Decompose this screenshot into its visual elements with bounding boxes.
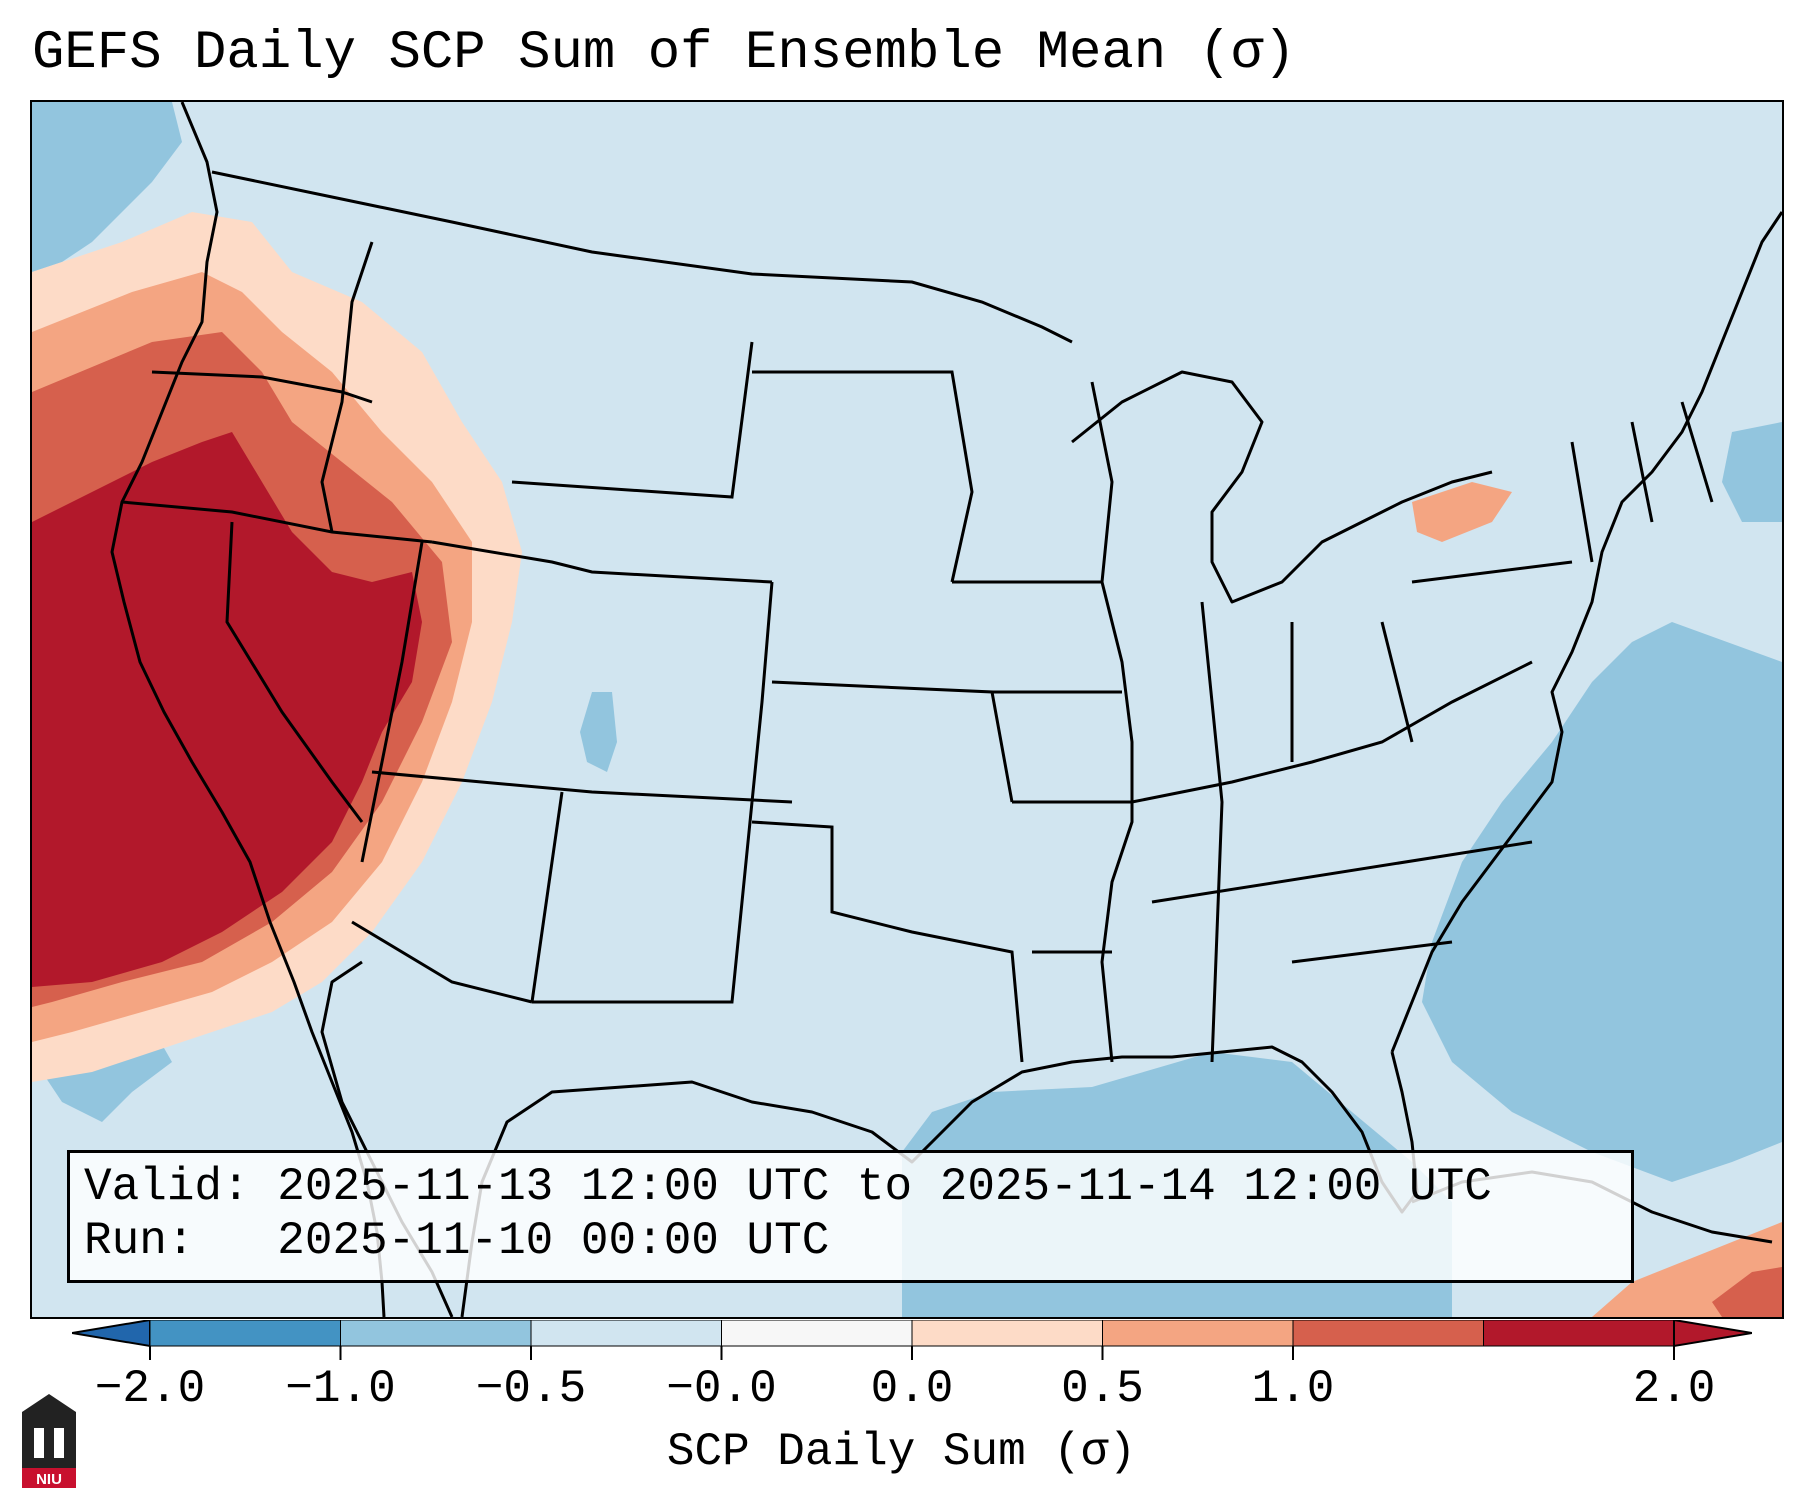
colorbar-segment bbox=[530, 1320, 722, 1347]
map-canvas bbox=[32, 102, 1782, 1317]
colorbar-extend-low bbox=[72, 1320, 151, 1348]
logo-banner bbox=[22, 1468, 76, 1488]
mt-wy-border bbox=[511, 341, 754, 499]
four-corners-border bbox=[371, 770, 793, 804]
atlantic-blue-patch-ne bbox=[1722, 422, 1782, 522]
colorbar-tick-label: 0.0 bbox=[870, 1363, 954, 1415]
dakota-border bbox=[752, 370, 974, 583]
ut-co-border bbox=[431, 540, 773, 584]
caribbean-anomaly-strong bbox=[1712, 1267, 1782, 1317]
east-states bbox=[1151, 560, 1573, 1063]
canada-border bbox=[211, 170, 1073, 344]
run-time-text: Run: 2025-11-10 00:00 UTC bbox=[84, 1215, 830, 1267]
logo-tower bbox=[22, 1412, 76, 1470]
colorbar-segment bbox=[340, 1320, 532, 1347]
colorbar bbox=[72, 1320, 1752, 1360]
colorado-blue-patch bbox=[580, 692, 617, 772]
colorbar-segment bbox=[149, 1320, 341, 1347]
new-england bbox=[1570, 401, 1714, 563]
or-ca-nv-border bbox=[121, 500, 433, 544]
colorbar-tick-label: −1.0 bbox=[285, 1363, 396, 1415]
nv-ut-border bbox=[360, 541, 424, 863]
logo-window-right bbox=[54, 1428, 64, 1458]
east-coastline bbox=[1390, 211, 1782, 1053]
colorbar-tick-label: 2.0 bbox=[1632, 1363, 1716, 1415]
valid-time-text: Valid: 2025-11-13 12:00 UTC to 2025-11-1… bbox=[84, 1161, 1492, 1213]
colorbar-segment bbox=[1102, 1320, 1294, 1347]
logo-window-left bbox=[34, 1428, 44, 1458]
wa-or-border bbox=[151, 370, 373, 404]
state-borders bbox=[121, 170, 1714, 1063]
niu-logo: NIU bbox=[22, 1394, 76, 1488]
logo-roof bbox=[22, 1394, 76, 1412]
colorbar-segments bbox=[149, 1320, 1675, 1347]
map-title: GEFS Daily SCP Sum of Ensemble Mean (σ) bbox=[32, 23, 1296, 84]
midwest-borders bbox=[952, 580, 1132, 954]
mississippi-river bbox=[1090, 381, 1134, 1063]
colorbar-ticks bbox=[149, 1346, 1675, 1360]
west-anomaly-max bbox=[32, 432, 422, 987]
map-panel bbox=[30, 100, 1784, 1319]
west-coastline bbox=[110, 102, 386, 1317]
id-border bbox=[320, 241, 374, 533]
az-nm-border bbox=[530, 791, 564, 1003]
pacific-blue-region bbox=[32, 102, 182, 272]
az-south-border bbox=[351, 920, 533, 1004]
colorbar-tick-label: −0.5 bbox=[475, 1363, 587, 1415]
colorbar-extend-high bbox=[1673, 1320, 1752, 1348]
atlantic-blue-region bbox=[1422, 622, 1782, 1182]
colorbar-tick-label: −0.0 bbox=[666, 1363, 777, 1415]
ohio-river bbox=[1131, 660, 1533, 804]
colorbar-segment bbox=[911, 1320, 1103, 1347]
colorbar-tick-label: 0.5 bbox=[1061, 1363, 1144, 1415]
ok-tx-border bbox=[751, 820, 1024, 1063]
colorbar-label: SCP Daily Sum (σ) bbox=[666, 1426, 1137, 1478]
plains-vertical bbox=[750, 581, 774, 803]
colorbar-segment bbox=[1292, 1320, 1484, 1347]
info-box: Valid: 2025-11-13 12:00 UTC to 2025-11-1… bbox=[67, 1150, 1634, 1283]
ca-nv-border bbox=[225, 521, 364, 823]
great-lakes-outline bbox=[1071, 370, 1493, 604]
colorbar-tick-label: −2.0 bbox=[94, 1363, 206, 1415]
colorbar-tick-label: 1.0 bbox=[1251, 1363, 1335, 1415]
nm-tx-border bbox=[532, 801, 754, 1004]
colorbar-segment bbox=[1483, 1320, 1675, 1347]
logo-text: NIU bbox=[36, 1471, 62, 1488]
lake-ontario-anomaly bbox=[1412, 482, 1512, 542]
colorbar-segment bbox=[721, 1320, 913, 1347]
